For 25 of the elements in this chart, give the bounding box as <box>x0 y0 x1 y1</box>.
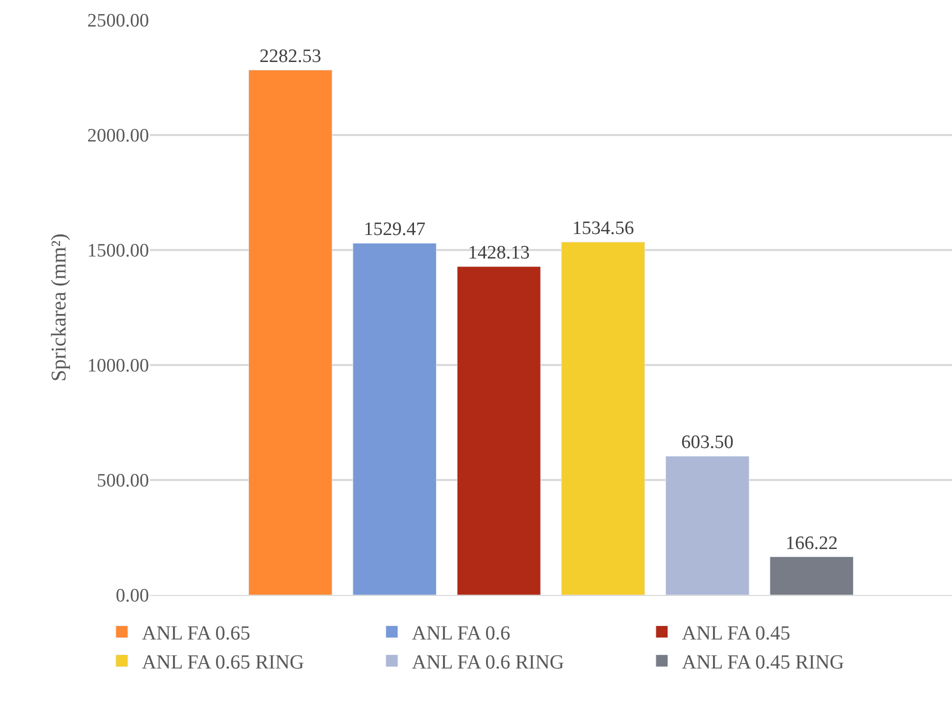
y-tick-label: 1500.00 <box>87 240 149 262</box>
data-label: 1428.13 <box>468 242 530 264</box>
bar <box>770 556 854 595</box>
data-label: 166.22 <box>786 532 838 554</box>
bar <box>665 456 750 595</box>
bar <box>352 242 437 595</box>
legend-label: ANL FA 0.6 RING <box>412 652 564 674</box>
bar <box>561 242 646 595</box>
bar <box>456 266 541 595</box>
legend-label: ANL FA 0.65 <box>142 622 250 645</box>
y-tick-label: 2500.00 <box>87 10 149 32</box>
data-label: 2282.53 <box>259 46 322 68</box>
data-label: 1529.47 <box>364 219 426 240</box>
legend-label: ANL FA 0.45 RING <box>682 652 844 674</box>
y-tick-label: 1000.00 <box>87 356 149 377</box>
legend-label: ANL FA 0.45 <box>682 622 790 645</box>
y-axis-title: Sprickarea (mm²) <box>46 234 70 382</box>
legend-label: ANL FA 0.6 <box>412 622 510 645</box>
legend-label: ANL FA 0.65 RING <box>142 652 304 674</box>
y-tick-label: 2000.00 <box>87 126 149 147</box>
y-tick-label: 0.00 <box>116 586 149 607</box>
y-tick-label: 500.00 <box>96 470 149 492</box>
data-label: 603.50 <box>681 432 734 454</box>
data-label: 1534.56 <box>572 218 634 240</box>
bar <box>248 70 332 595</box>
